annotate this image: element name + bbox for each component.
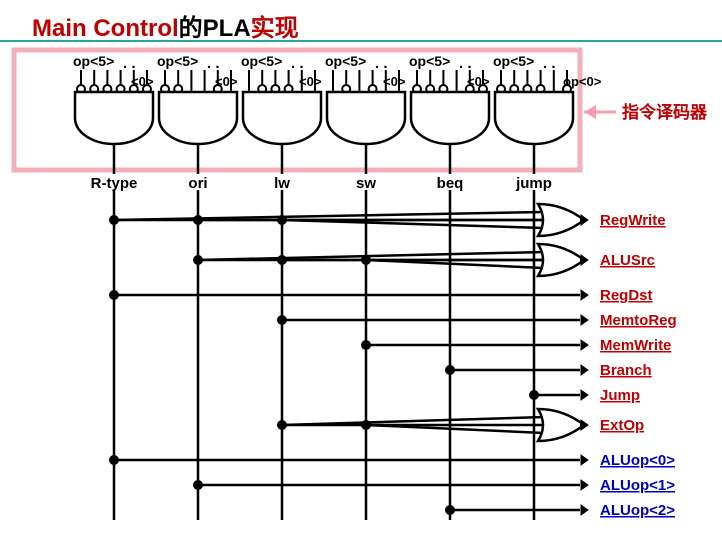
or-gate — [538, 409, 584, 441]
gate-label: jump — [515, 175, 552, 192]
gate-label: lw — [274, 175, 290, 192]
output-label: RegWrite — [600, 212, 666, 229]
title-cn: 实现 — [251, 15, 299, 42]
connection-dot — [193, 255, 203, 265]
gate-label: R-type — [91, 175, 138, 192]
and-gate — [159, 92, 237, 144]
output-label: ALUop<2> — [600, 502, 675, 519]
gate-label: sw — [356, 175, 376, 192]
pla-diagram: 指令译码器 op<5> . . <0> R-type op<5> . . <0> ori op<5… — [0, 0, 722, 536]
output-label: Jump — [600, 387, 640, 404]
gate-label: ori — [188, 175, 207, 192]
op5-label: op<5> — [73, 53, 114, 69]
and-gate — [75, 92, 153, 144]
connection-dot — [277, 420, 287, 430]
connection-dot — [193, 215, 203, 225]
and-gate — [327, 92, 405, 144]
output-label: ALUop<0> — [600, 452, 675, 469]
op5-label: op<5> — [157, 53, 198, 69]
title-pla: PLA — [203, 15, 251, 42]
connection-dot — [109, 290, 119, 300]
connection-dot — [361, 420, 371, 430]
connection-dot — [361, 340, 371, 350]
output-label: ALUSrc — [600, 252, 655, 269]
op5-label: op<5> — [241, 53, 282, 69]
connection-dot — [445, 505, 455, 515]
op5-label: op<5> — [409, 53, 450, 69]
output-label: MemWrite — [600, 337, 671, 354]
op5-label: op<5> — [325, 53, 366, 69]
or-gate — [538, 244, 584, 276]
output-label: ExtOp — [600, 417, 644, 434]
output-label: Branch — [600, 362, 652, 379]
or-gate — [538, 204, 584, 236]
and-gate — [411, 92, 489, 144]
dots: . . — [207, 55, 220, 72]
connection-dot — [109, 215, 119, 225]
dots: . . — [375, 55, 388, 72]
connection-dot — [193, 480, 203, 490]
connection-dot — [361, 255, 371, 265]
connection-dot — [277, 315, 287, 325]
output-label: ALUop<1> — [600, 477, 675, 494]
dots: . . — [291, 55, 304, 72]
gate-label: beq — [437, 175, 464, 192]
connection-dot — [445, 365, 455, 375]
output-label: RegDst — [600, 287, 653, 304]
title-mid: 的 — [179, 15, 203, 42]
and-gate — [495, 92, 573, 144]
dots: . . — [543, 55, 556, 72]
op0-label: <0> — [383, 74, 406, 89]
and-gate — [243, 92, 321, 144]
connection-dot — [529, 390, 539, 400]
decoder-label: 指令译码器 — [622, 102, 708, 122]
dots: . . — [123, 55, 136, 72]
output-label: MemtoReg — [600, 312, 677, 329]
connection-dot — [109, 455, 119, 465]
page-title: Main Control的PLA实现 — [32, 8, 299, 43]
connection-dot — [277, 255, 287, 265]
title-en: Main Control — [32, 15, 179, 42]
op5-label: op<5> — [493, 53, 534, 69]
connection-dot — [277, 215, 287, 225]
op0-label: <0> — [299, 74, 322, 89]
divider-top — [0, 40, 722, 42]
dots: . . — [459, 55, 472, 72]
